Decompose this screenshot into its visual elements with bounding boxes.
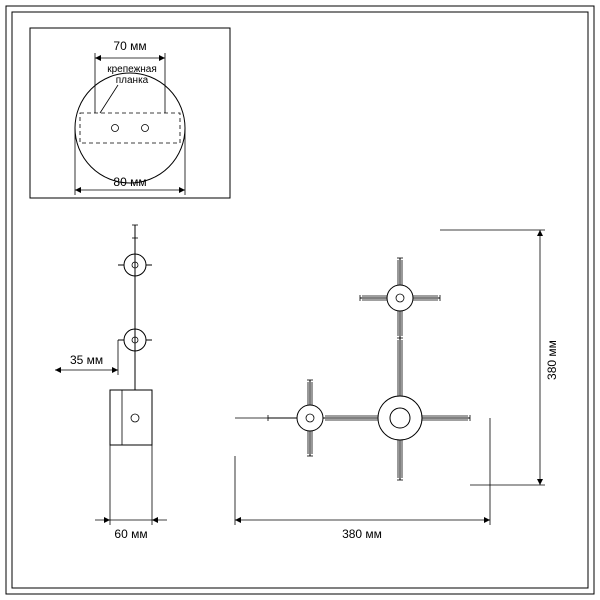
inset-panel: 70 мм крепежная планка 80 мм [30,28,230,198]
diagram-root: 70 мм крепежная планка 80 мм [0,0,600,600]
inset-bracket-dash [80,113,180,143]
inner-frame [12,12,588,588]
side-dim-60-label: 60 мм [114,527,147,541]
inset-dim-80: 80 мм [75,128,185,195]
front-dim-h-label: 380 мм [545,340,559,380]
front-dim-w: 380 мм [235,418,490,541]
side-view: 35 мм 60 мм [55,225,167,541]
front-dim-h: 380 мм [440,230,559,485]
front-node-top [360,258,440,338]
inset-hole-left [112,125,119,132]
side-dim-35: 35 мм [55,340,118,375]
inset-dim-70-label: 70 мм [113,39,146,53]
outer-frame [6,6,594,594]
front-node-left [268,380,323,456]
side-dim-60: 60 мм [95,445,167,541]
front-view: 380 мм 380 мм [235,230,559,541]
front-hub [378,396,422,440]
side-dim-35-label: 35 мм [70,353,103,367]
inset-circle [75,73,185,183]
inset-bracket-label-line1: крепежная [107,64,157,75]
inset-dim-80-label: 80 мм [113,175,146,189]
side-base-screw [131,414,139,422]
front-dim-w-label: 380 мм [342,527,382,541]
inset-bracket-label: крепежная планка [100,64,157,113]
inset-bracket-label-line2: планка [116,75,149,86]
inset-hole-right [142,125,149,132]
